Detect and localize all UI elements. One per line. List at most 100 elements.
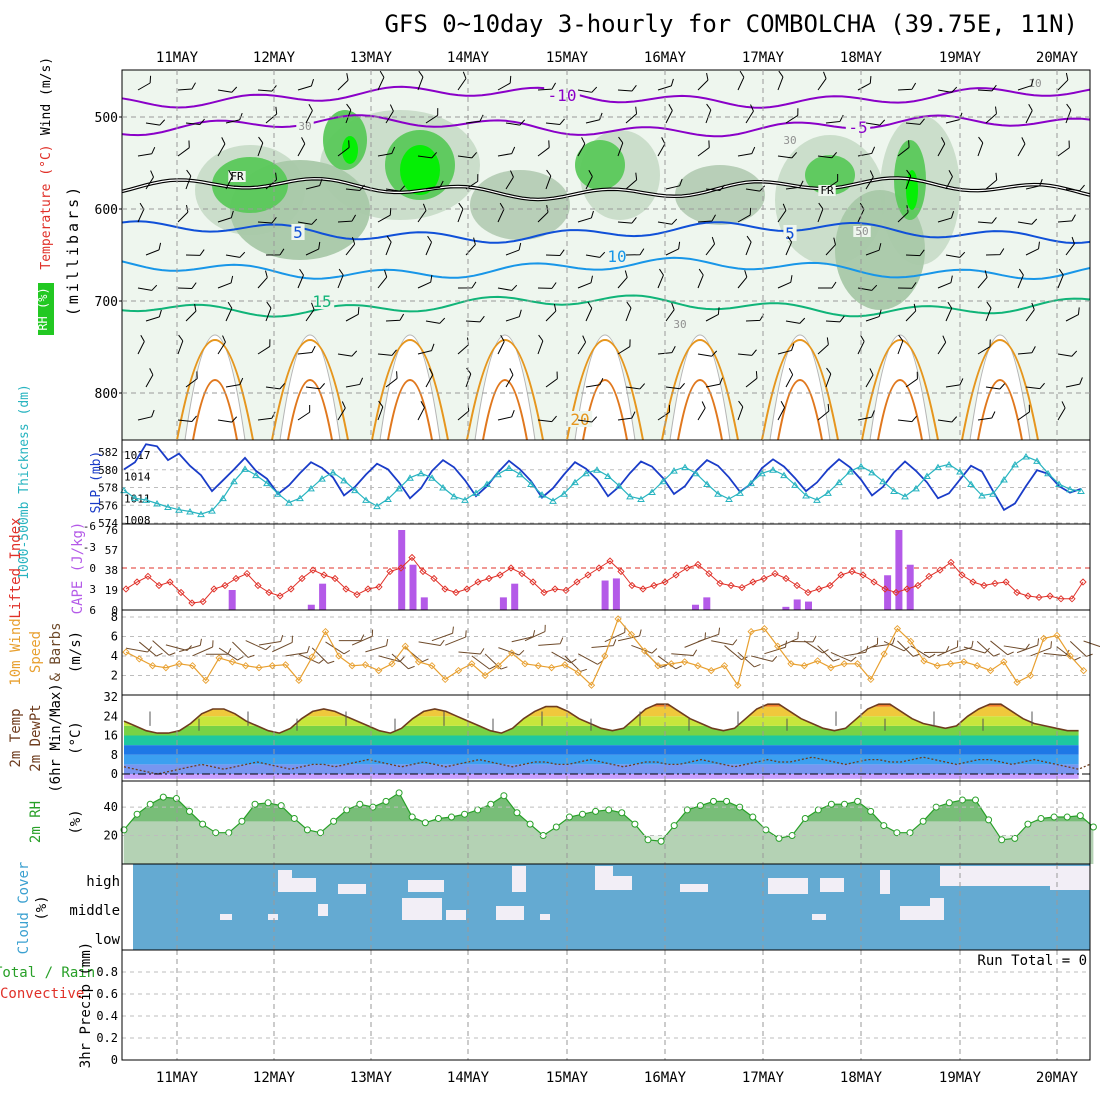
wind-barb — [617, 217, 637, 224]
rh-point — [710, 797, 717, 805]
rh-point — [343, 806, 351, 814]
wind-speed-point — [1040, 634, 1048, 643]
precip-panel-frame — [121, 949, 1091, 1061]
wind-barb — [425, 108, 439, 124]
cape-bar — [499, 597, 507, 610]
cloud-level-label: middle — [69, 903, 120, 919]
precip-axis-label-2: Convective — [0, 986, 84, 1002]
surface-wind-barb — [1069, 640, 1093, 657]
li-point — [419, 567, 427, 576]
cape-bar — [409, 564, 417, 610]
temp-axis-label-3: (6hr Min/Max) — [48, 683, 64, 793]
wind-speed-point — [853, 660, 862, 668]
thickness-point — [505, 464, 513, 471]
wind-barb — [457, 281, 477, 289]
thickness-point — [1077, 487, 1085, 495]
surface-wind-barb — [471, 655, 496, 670]
wind-barb — [177, 140, 190, 157]
contour-label: 5 — [785, 224, 795, 243]
rh-point — [618, 809, 626, 817]
wind-speed-point — [202, 676, 210, 685]
wind-barb — [537, 282, 557, 289]
rh-point — [199, 820, 207, 828]
isotherm-20-arc — [466, 339, 544, 441]
wind-barb — [177, 334, 184, 355]
contour-label: 30 — [673, 318, 686, 331]
wind-barb — [1065, 236, 1075, 256]
wind-barb — [417, 152, 438, 159]
wind-speed-point — [907, 637, 915, 645]
wind-barb — [185, 169, 192, 190]
rh-point — [827, 800, 835, 808]
wind-barb — [745, 185, 766, 192]
cape-bar — [703, 597, 711, 610]
rh-point — [500, 792, 508, 800]
wind-barb — [337, 350, 358, 357]
thickness-point — [252, 471, 260, 479]
thickness-axis-label: 1000-500mb Thickness (dm) — [17, 384, 32, 580]
cloud-axis-units: (%) — [34, 895, 50, 920]
rh-point — [277, 802, 285, 810]
wind-barb — [185, 371, 198, 388]
wind-barb — [737, 207, 752, 223]
wind-barb — [377, 349, 397, 356]
wind-barb — [257, 216, 277, 224]
wind-barb — [977, 84, 997, 92]
rh-point — [579, 810, 586, 818]
thickness-point — [373, 502, 381, 510]
thickness-point — [197, 510, 205, 518]
cape-bar — [319, 583, 327, 610]
wind-speed-point — [946, 660, 955, 668]
temp-band — [124, 774, 1079, 779]
wind-barb — [505, 242, 522, 256]
rh-point — [264, 799, 272, 807]
temp-tick-label: 16 — [104, 729, 118, 743]
li-point — [441, 585, 449, 593]
cloud-block — [338, 884, 366, 894]
cloud-block — [278, 870, 292, 892]
date-label-bottom: 16MAY — [644, 1070, 687, 1086]
wind-barb — [577, 210, 594, 223]
li-point — [848, 567, 856, 576]
wind-barb — [977, 270, 988, 289]
cloud-block — [292, 878, 316, 892]
date-label-bottom: 11MAY — [156, 1070, 199, 1086]
surface-wind-barb — [285, 645, 310, 657]
wind-barb — [657, 78, 674, 91]
li-point — [980, 581, 988, 590]
wind-barb — [617, 270, 628, 289]
wind-speed-point — [255, 664, 263, 672]
wind-barb — [505, 368, 514, 388]
temp-tick-label: 8 — [111, 748, 118, 762]
wind-barb — [497, 146, 516, 157]
surface-wind-barb — [990, 640, 1014, 656]
wind-barb — [345, 236, 356, 256]
wind-barb — [857, 76, 872, 91]
thickness-point — [527, 480, 535, 487]
wind-speed-point — [774, 642, 782, 650]
surface-wind-barb — [538, 637, 564, 646]
li-point — [144, 572, 152, 581]
li-point — [540, 588, 548, 597]
li-tick-label: 3 — [89, 583, 96, 596]
rh-point — [801, 814, 809, 822]
surface-wind-barb — [777, 631, 799, 648]
surface-wind-barb — [391, 653, 415, 670]
surface-wind-barb — [232, 641, 255, 658]
li-point — [793, 581, 801, 590]
surface-wind-barb — [1083, 640, 1100, 649]
li-point — [562, 586, 570, 595]
li-point — [353, 590, 361, 599]
rh-point — [251, 800, 259, 808]
wind-barb — [937, 211, 955, 223]
wind-barb — [497, 334, 505, 355]
cape-axis-label: CAPE (J/kg) — [70, 522, 86, 615]
wind-barb — [697, 214, 716, 223]
date-label-top: 19MAY — [939, 50, 982, 66]
thickness-point — [186, 507, 194, 515]
wind-barb — [785, 368, 794, 388]
thickness-point — [857, 462, 865, 470]
surface-wind-barb — [844, 645, 869, 657]
wind-barb — [705, 377, 723, 388]
wind-barb — [1057, 350, 1078, 357]
